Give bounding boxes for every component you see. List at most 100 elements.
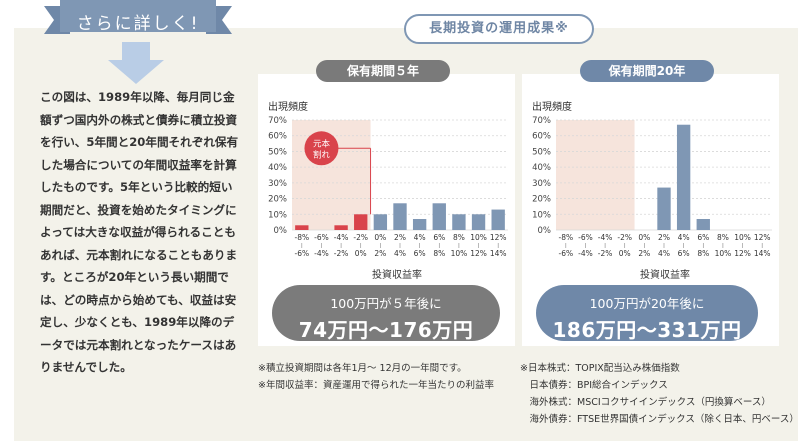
arrow-down-icon — [108, 42, 164, 84]
x-tick-label: -2% — [598, 249, 613, 258]
y-tick-label: 40% — [532, 163, 551, 173]
bar — [452, 214, 466, 230]
x-tick-label: -6% — [295, 249, 310, 258]
x-tick-label: 14% — [490, 249, 507, 258]
y-tick-label: 0% — [538, 226, 552, 236]
chart-5yr-xlabel: 投資収益率 — [372, 270, 422, 281]
x-tick-label: -6% — [578, 233, 593, 242]
ribbon-label: さらに詳しく! — [76, 14, 200, 34]
annotation-label: 元本 — [313, 138, 331, 149]
result-20yr-badge: 100万円が20年後に 186万円〜331万円 — [536, 285, 758, 342]
x-tick-label: 10% — [734, 233, 751, 242]
ribbon-banner: さらに詳しく! — [44, 0, 232, 40]
x-tick-label: 12% — [734, 249, 751, 258]
notes-left: ※積立投資期間は各年1月〜 12月の一年間です。 ※年間収益率：資産運用で得られ… — [258, 360, 494, 394]
y-tick-label: 30% — [532, 179, 551, 189]
x-tick-label: 8% — [433, 249, 445, 258]
result-20yr-line2: 186万円〜331万円 — [552, 318, 742, 342]
ribbon-shape — [44, 0, 232, 34]
x-tick-label: 10% — [715, 249, 732, 258]
chart-20yr-title: 保有期間20年 — [580, 60, 714, 82]
x-tick-label: 10% — [451, 249, 468, 258]
note-line: 海外債券：FTSE世界国債インデックス（除く日本、円ベース） — [520, 414, 798, 425]
bar — [657, 187, 671, 230]
bar — [295, 225, 309, 230]
y-tick-label: 10% — [268, 210, 287, 220]
x-tick-label: -4% — [314, 249, 329, 258]
notes-right: ※日本株式：TOPIX配当込み株価指数 日本債券：BPI総合インデックス 海外株… — [520, 360, 798, 428]
x-tick-label: -2% — [617, 233, 632, 242]
bar — [412, 219, 427, 230]
result-5yr-line2: 74万円〜176万円 — [298, 318, 474, 342]
note-line: ※日本株式：TOPIX配当込み株価指数 — [520, 363, 680, 374]
bar — [354, 214, 368, 230]
chart-5yr-ylabel: 出現頻度 — [268, 102, 308, 113]
chart-title: 長期投資の運用成果※ — [404, 14, 594, 44]
note-line: ※積立投資期間は各年1月〜 12月の一年間です。 — [258, 363, 467, 374]
note-line: ※年間収益率：資産運用で得られた一年当たりの利益率 — [258, 380, 494, 391]
x-tick-label: 12% — [754, 233, 771, 242]
bar — [393, 203, 407, 230]
annotation-label: 割れ — [313, 149, 331, 160]
chart-20yr-xlabel: 投資収益率 — [640, 270, 690, 281]
y-tick-label: 20% — [532, 195, 551, 205]
x-tick-label: -2% — [353, 233, 368, 242]
x-tick-label: -4% — [334, 233, 349, 242]
y-tick-label: 60% — [268, 132, 287, 142]
x-tick-label: 6% — [433, 233, 445, 242]
x-tick-label: 2% — [394, 233, 406, 242]
note-line: 海外株式：MSCIコクサイインデックス（円換算ベース） — [520, 397, 771, 408]
x-tick-label: -2% — [334, 249, 349, 258]
x-tick-label: -6% — [314, 233, 329, 242]
x-tick-label: 10% — [470, 233, 487, 242]
x-tick-label: 4% — [414, 233, 426, 242]
x-tick-label: 12% — [470, 249, 487, 258]
bar — [334, 225, 348, 230]
bar — [471, 214, 486, 230]
y-tick-label: 20% — [268, 195, 287, 205]
result-5yr-line1: 100万円が５年後に — [330, 296, 442, 311]
x-tick-label: 8% — [697, 249, 709, 258]
x-tick-label: 2% — [638, 249, 650, 258]
y-tick-label: 60% — [532, 132, 551, 142]
annotation-badge — [304, 131, 339, 166]
x-tick-label: 2% — [658, 233, 670, 242]
x-tick-label: 0% — [374, 233, 386, 242]
y-tick-label: 70% — [268, 116, 287, 126]
x-tick-label: 0% — [355, 249, 367, 258]
x-tick-label: 8% — [453, 233, 465, 242]
loss-zone — [556, 120, 635, 230]
result-5yr-badge: 100万円が５年後に 74万円〜176万円 — [272, 285, 500, 342]
chart-5yr-title: 保有期間５年 — [316, 60, 450, 82]
x-tick-label: 4% — [658, 249, 670, 258]
x-tick-label: -6% — [559, 249, 574, 258]
x-tick-label: 4% — [678, 233, 690, 242]
chart-20yr-plot: 0% 10% 20% 30% 40% 50% 60% 70% -8% -6% -6% -4% -4% -2… — [532, 116, 772, 258]
x-tick-label: -4% — [598, 233, 613, 242]
y-tick-label: 0% — [274, 226, 288, 236]
y-tick-label: 70% — [532, 116, 551, 126]
bar — [491, 209, 505, 230]
y-tick-label: 30% — [268, 179, 287, 189]
description-text: この図は、1989年以降、毎月同じ金額ずつ国内外の株式と債券に積立投資を行い、5… — [40, 90, 239, 374]
x-tick-label: 12% — [490, 233, 507, 242]
y-tick-label: 50% — [268, 147, 287, 157]
x-tick-label: 0% — [619, 249, 631, 258]
chart-20yr-ylabel: 出現頻度 — [532, 102, 572, 113]
x-tick-label: -8% — [295, 233, 310, 242]
bar — [696, 219, 710, 230]
x-tick-label: 6% — [678, 249, 690, 258]
x-tick-label: -4% — [578, 249, 593, 258]
x-tick-label: 0% — [638, 233, 650, 242]
x-tick-label: 14% — [754, 249, 771, 258]
result-20yr-line1: 100万円が20年後に — [589, 296, 705, 311]
bar — [373, 214, 388, 230]
x-tick-label: 6% — [697, 233, 709, 242]
x-tick-label: 4% — [394, 249, 406, 258]
chart-5yr-plot: 0% 10% 20% 30% 40% 50% 60% 70% -8% -6% -6% -4% -4% -2… — [268, 116, 508, 258]
y-tick-label: 50% — [532, 147, 551, 157]
x-tick-label: 8% — [717, 233, 729, 242]
y-tick-label: 10% — [532, 210, 551, 220]
x-tick-label: -8% — [559, 233, 574, 242]
bar — [676, 124, 691, 230]
